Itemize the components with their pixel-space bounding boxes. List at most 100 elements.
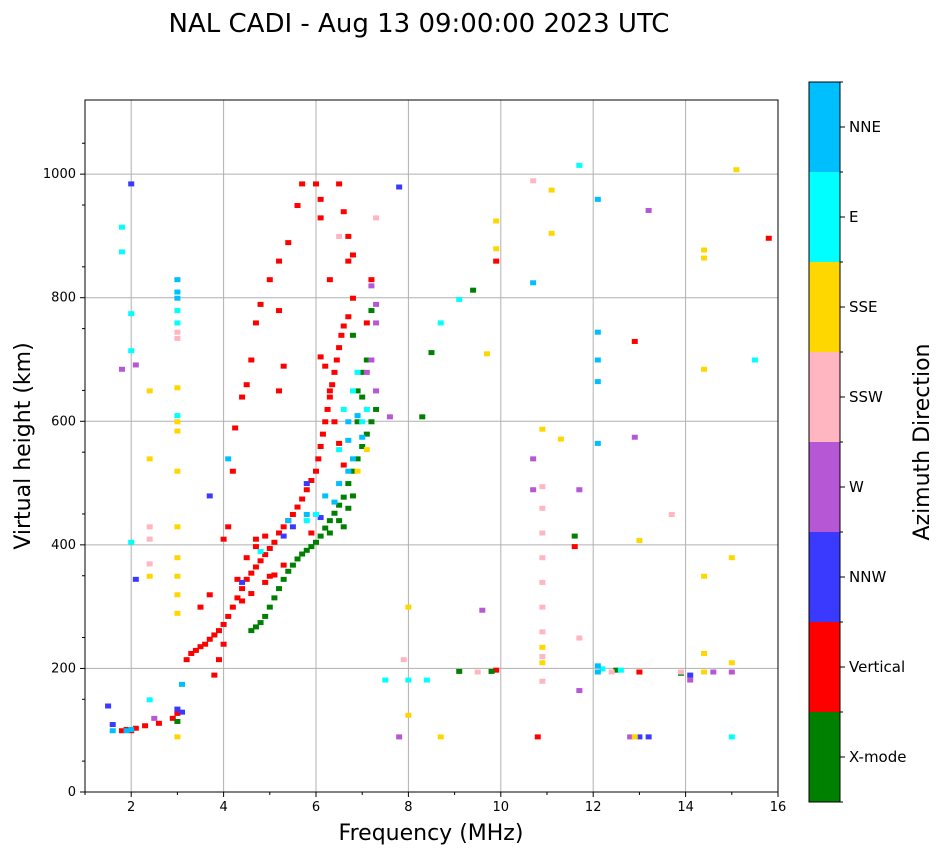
- data-point: [289, 511, 296, 517]
- data-point: [340, 494, 347, 500]
- data-point: [315, 456, 322, 462]
- data-point: [276, 530, 283, 536]
- data-point: [280, 524, 287, 530]
- data-point: [174, 329, 181, 335]
- data-point: [197, 644, 204, 650]
- plot-area: 2 4 6 8 10 12 14 16 0 200 400 600 800 1000: [43, 99, 787, 815]
- data-point: [174, 592, 181, 598]
- data-point: [280, 363, 287, 369]
- data-point: [456, 668, 463, 674]
- data-point: [539, 555, 546, 561]
- x-tick-label: 12: [585, 800, 602, 815]
- y-tick-label: 0: [68, 785, 76, 800]
- data-point: [174, 555, 181, 561]
- colorbar-segment: [809, 262, 840, 352]
- data-point: [303, 511, 310, 517]
- data-point: [266, 545, 273, 551]
- data-point: [128, 311, 135, 317]
- data-point: [765, 235, 772, 241]
- data-point: [548, 187, 555, 193]
- data-point: [313, 181, 319, 187]
- data-point: [248, 570, 255, 576]
- data-point: [174, 308, 181, 314]
- data-point: [308, 530, 315, 536]
- series-sse: [146, 167, 740, 740]
- data-point: [349, 332, 356, 338]
- data-point: [248, 357, 255, 363]
- x-tick-label: 2: [127, 800, 135, 815]
- grid-lines: [85, 100, 779, 793]
- data-point: [329, 382, 336, 388]
- data-point: [322, 525, 329, 531]
- data-point: [243, 576, 250, 582]
- data-point: [146, 388, 153, 394]
- data-point: [386, 414, 393, 420]
- data-point: [539, 678, 546, 684]
- data-point: [276, 586, 283, 592]
- data-point: [557, 436, 564, 442]
- colorbar-segment: [809, 442, 840, 532]
- data-point: [280, 562, 287, 568]
- colorbar-segments: [809, 82, 840, 802]
- data-point: [239, 394, 246, 400]
- data-point: [363, 320, 370, 326]
- data-point: [470, 287, 477, 293]
- data-point: [333, 357, 340, 363]
- data-point: [373, 406, 380, 412]
- data-point: [174, 320, 181, 326]
- x-tick-label: 14: [677, 800, 694, 815]
- data-point: [294, 504, 301, 510]
- data-point: [530, 280, 537, 286]
- data-point: [608, 669, 615, 675]
- data-point: [118, 224, 125, 230]
- data-point: [349, 456, 356, 462]
- x-tick-label: 16: [770, 800, 787, 815]
- data-point: [266, 277, 273, 283]
- data-point: [349, 493, 356, 499]
- data-point: [206, 636, 213, 642]
- data-point: [617, 667, 624, 673]
- data-point: [211, 672, 218, 678]
- data-point: [576, 688, 583, 694]
- data-point: [132, 576, 139, 582]
- data-point: [359, 444, 366, 449]
- data-point: [338, 332, 345, 338]
- data-point: [192, 647, 199, 653]
- data-point: [613, 667, 620, 673]
- data-point: [456, 296, 463, 302]
- data-point: [317, 196, 324, 202]
- data-point: [308, 544, 315, 550]
- data-point: [294, 556, 301, 562]
- data-point: [345, 258, 352, 264]
- data-point: [319, 431, 326, 437]
- colorbar-segment: [809, 172, 840, 262]
- data-point: [215, 628, 222, 634]
- data-point: [571, 544, 578, 550]
- data-point: [539, 660, 546, 666]
- data-point: [405, 604, 412, 610]
- data-point: [668, 511, 675, 517]
- data-point: [280, 533, 287, 539]
- colorbar-tick-label: E: [849, 208, 858, 226]
- data-point: [534, 734, 541, 740]
- data-point: [220, 536, 227, 542]
- series-nne: [109, 196, 601, 734]
- data-point: [728, 660, 735, 666]
- data-point: [174, 718, 181, 724]
- data-point: [179, 681, 186, 687]
- colorbar-tick-label: Vertical: [849, 658, 905, 676]
- series-e: [118, 162, 758, 740]
- data-point: [146, 456, 153, 462]
- data-point: [294, 203, 301, 209]
- x-axis-label: Frequency (MHz): [339, 821, 524, 846]
- data-point: [271, 539, 278, 545]
- data-point: [262, 579, 269, 585]
- data-point: [336, 233, 343, 239]
- data-point: [576, 487, 583, 493]
- series-ssw: [146, 178, 684, 684]
- y-tick-label: 400: [51, 538, 76, 553]
- data-point: [322, 363, 329, 369]
- data-point: [594, 379, 601, 385]
- data-point: [400, 657, 407, 663]
